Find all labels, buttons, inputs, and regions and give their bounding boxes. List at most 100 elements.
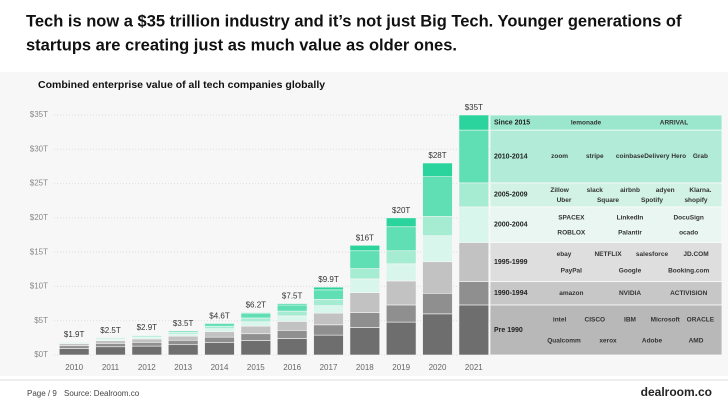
- bar-segment: [168, 345, 198, 355]
- logo: Palantir: [618, 229, 642, 236]
- y-tick-label: $20T: [30, 213, 48, 222]
- bar-segment: [132, 342, 162, 346]
- bar-segment: [277, 305, 307, 311]
- logo: Zillow: [550, 187, 569, 194]
- chart-title: Combined enterprise value of all tech co…: [38, 79, 325, 91]
- bar-segment: [241, 318, 271, 322]
- source: Source: Dealroom.co: [64, 389, 140, 398]
- x-tick-label: 2021: [465, 363, 483, 372]
- bar-segment: [459, 207, 489, 243]
- bar-segment: [386, 305, 416, 322]
- logo: PayPal: [561, 267, 583, 274]
- bar-segment: [277, 304, 307, 305]
- total-label: $6.2T: [246, 301, 267, 310]
- cohort-label: Since 2015: [494, 119, 530, 126]
- bar-segment: [459, 282, 489, 305]
- bar-segment: [314, 335, 344, 355]
- bar-segment: [241, 334, 271, 341]
- total-label: $7.5T: [282, 292, 303, 301]
- bar-segment: [350, 279, 380, 293]
- logo: ARRIVAL: [660, 119, 688, 126]
- bar-segment: [459, 243, 489, 282]
- cohort-row: [490, 305, 722, 355]
- x-tick-label: 2012: [138, 363, 156, 372]
- bar-segment: [132, 339, 162, 342]
- total-label: $3.5T: [173, 319, 194, 328]
- bar-segment: [459, 115, 489, 130]
- cohort-label: 1990-1994: [494, 290, 528, 297]
- bar-segment: [314, 299, 344, 305]
- bar-segment: [277, 330, 307, 338]
- bar-segment: [350, 269, 380, 279]
- bar-segment: [459, 305, 489, 355]
- x-tick-label: 2017: [320, 363, 338, 372]
- logo: xerox: [599, 338, 617, 345]
- logo: slack: [587, 187, 604, 194]
- bar-segment: [423, 216, 453, 235]
- bar-segment: [205, 332, 235, 337]
- y-tick-label: $10T: [30, 282, 48, 291]
- bar-segment: [314, 290, 344, 300]
- logo: ocado: [679, 229, 698, 236]
- logo: NETFLIX: [594, 251, 622, 258]
- logo: salesforce: [636, 251, 669, 258]
- total-label: $35T: [465, 103, 483, 112]
- bar-segment: [132, 346, 162, 355]
- brand: dealroom.co: [641, 385, 712, 399]
- logo: SPACEX: [558, 214, 585, 221]
- bar-segment: [386, 322, 416, 355]
- x-tick-label: 2016: [283, 363, 301, 372]
- logo: JD.COM: [683, 251, 708, 258]
- cohort-label: 2000-2004: [494, 222, 528, 229]
- bar-segment: [423, 163, 453, 177]
- total-label: $20T: [392, 206, 410, 215]
- logo: Uber: [557, 197, 572, 204]
- bar-segment: [241, 326, 271, 334]
- logo: Google: [619, 267, 642, 274]
- bar-segment: [168, 331, 198, 332]
- logo: Qualcomm: [547, 338, 581, 345]
- cohort-label: 2005-2009: [494, 192, 528, 199]
- bar-segment: [241, 313, 271, 318]
- logo: amazon: [559, 290, 583, 297]
- bar-segment: [386, 281, 416, 305]
- bar-segment: [132, 335, 162, 336]
- x-tick-label: 2010: [65, 363, 83, 372]
- logo: ROBLOX: [557, 229, 585, 236]
- headline-2: startups are creating just as much value…: [26, 36, 457, 54]
- bar-segment: [277, 339, 307, 355]
- logo: Spotify: [641, 197, 663, 204]
- x-tick-label: 2019: [392, 363, 410, 372]
- bar-segment: [459, 183, 489, 207]
- bar-segment: [423, 262, 453, 294]
- total-label: $9.9T: [318, 275, 339, 284]
- logo: Adobe: [642, 338, 663, 345]
- bar-segment: [96, 341, 126, 344]
- logo: lemonade: [571, 119, 602, 126]
- x-tick-label: 2013: [174, 363, 192, 372]
- bar-segment: [277, 321, 307, 330]
- bar-segment: [205, 343, 235, 355]
- logo: IBM: [624, 317, 636, 324]
- bar-segment: [277, 316, 307, 321]
- x-tick-label: 2014: [211, 363, 229, 372]
- logo: Delivery Hero: [644, 153, 686, 160]
- y-tick-label: $25T: [30, 179, 48, 188]
- bar-segment: [423, 236, 453, 262]
- bar-segment: [205, 323, 235, 326]
- x-tick-label: 2018: [356, 363, 374, 372]
- page-number: Page / 9: [27, 389, 57, 398]
- logo: airbnb: [620, 187, 640, 194]
- bar-segment: [314, 287, 344, 290]
- bar-segment: [314, 325, 344, 335]
- total-label: $2.5T: [100, 326, 121, 335]
- cohort-label: 1995-1999: [494, 259, 528, 266]
- logo: ebay: [557, 251, 572, 258]
- logo: zoom: [551, 153, 568, 160]
- logo: stripe: [586, 153, 604, 160]
- bar-segment: [59, 344, 89, 346]
- logo: Square: [597, 197, 619, 204]
- bar-segment: [350, 328, 380, 355]
- logo: Booking.com: [668, 267, 709, 274]
- logo: NVIDIA: [619, 290, 641, 297]
